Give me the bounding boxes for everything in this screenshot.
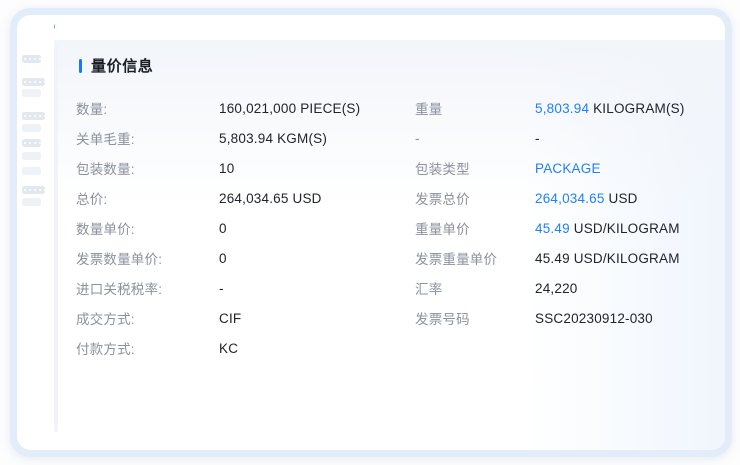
field-value: PACKAGE xyxy=(535,153,725,183)
field-value: SSC20230912-030 xyxy=(535,303,725,333)
sidebar-skeleton-bar xyxy=(22,78,45,86)
field-label: 数量单价: xyxy=(76,222,135,237)
field-label: 进口关税税率: xyxy=(76,282,163,297)
sidebar-skeleton-bar xyxy=(22,55,41,63)
field-value-text: USD/KILOGRAM xyxy=(569,220,680,236)
field-label: 总价: xyxy=(76,192,108,207)
sidebar-skeleton xyxy=(17,15,54,450)
app-window: 量价信息 数量: 160,021,000 PIECE(S) 重量 5,803.94 K… xyxy=(17,15,725,450)
field-value-text: KILOGRAM(S) xyxy=(589,100,685,116)
sidebar-divider xyxy=(54,40,58,432)
field-value-text: SSC20230912-030 xyxy=(535,310,653,326)
field-value: 5,803.94 KILOGRAM(S) xyxy=(535,93,725,123)
field-value-text: USD xyxy=(604,190,638,206)
field-value: 45.49 USD/KILOGRAM xyxy=(535,213,725,243)
field-label: - xyxy=(415,130,420,146)
field-label: 重量 xyxy=(415,102,443,117)
sidebar-skeleton-bar xyxy=(22,124,41,132)
field-value-text: 24,220 xyxy=(535,280,578,296)
field-value: 264,034.65 USD xyxy=(219,190,322,206)
sidebar-skeleton-bar xyxy=(22,112,45,120)
field-label: 发票重量单价 xyxy=(415,252,498,267)
quantity-price-panel: 量价信息 数量: 160,021,000 PIECE(S) 重量 5,803.94 K… xyxy=(58,40,725,450)
app-window-frame: 量价信息 数量: 160,021,000 PIECE(S) 重量 5,803.94 K… xyxy=(10,8,732,457)
field-label: 付款方式: xyxy=(76,342,135,357)
field-value: 5,803.94 KGM(S) xyxy=(219,130,328,146)
field-value-highlight[interactable]: 45.49 xyxy=(535,220,570,236)
info-grid: 数量: 160,021,000 PIECE(S) 重量 5,803.94 KILOGR… xyxy=(58,93,725,363)
field-value: 10 xyxy=(219,160,235,176)
field-value: 264,034.65 USD xyxy=(535,183,725,213)
field-label xyxy=(415,333,535,363)
field-value: 160,021,000 PIECE(S) xyxy=(219,100,361,116)
sidebar-skeleton-bar xyxy=(22,89,41,97)
sidebar-skeleton-bar xyxy=(22,139,41,147)
field-value: - xyxy=(535,123,725,153)
sidebar-skeleton-bar xyxy=(22,152,41,160)
field-value: 45.49 USD/KILOGRAM xyxy=(535,243,725,273)
field-label: 包装类型 xyxy=(415,162,470,177)
field-label: 数量: xyxy=(76,102,108,117)
section-title: 量价信息 xyxy=(91,58,154,75)
field-label: 关单毛重: xyxy=(76,132,135,147)
field-value-highlight[interactable]: 264,034.65 xyxy=(535,190,605,206)
sidebar-skeleton-bar xyxy=(22,186,45,194)
field-value-highlight[interactable]: 5,803.94 xyxy=(535,100,590,116)
field-value: 0 xyxy=(219,250,227,266)
field-label: 包装数量: xyxy=(76,162,135,177)
field-value: 24,220 xyxy=(535,273,725,303)
field-value-text: - xyxy=(535,130,540,146)
section-header: 量价信息 xyxy=(58,40,725,76)
field-value-highlight[interactable]: PACKAGE xyxy=(535,160,601,176)
sidebar-skeleton-bar xyxy=(22,198,41,206)
field-label: 发票总价 xyxy=(415,192,470,207)
field-value xyxy=(535,333,725,363)
field-label: 重量单价 xyxy=(415,222,470,237)
field-value: CIF xyxy=(219,310,242,326)
field-label: 发票数量单价: xyxy=(76,252,163,267)
field-label: 成交方式: xyxy=(76,312,135,327)
sidebar-skeleton-bar xyxy=(22,167,41,175)
field-value: - xyxy=(219,280,224,296)
field-value-text: 45.49 USD/KILOGRAM xyxy=(535,250,680,266)
field-value: KC xyxy=(219,340,239,356)
field-label: 发票号码 xyxy=(415,312,470,327)
field-value: 0 xyxy=(219,220,227,236)
section-title-accent-bar xyxy=(79,58,82,73)
field-label: 汇率 xyxy=(415,282,443,297)
